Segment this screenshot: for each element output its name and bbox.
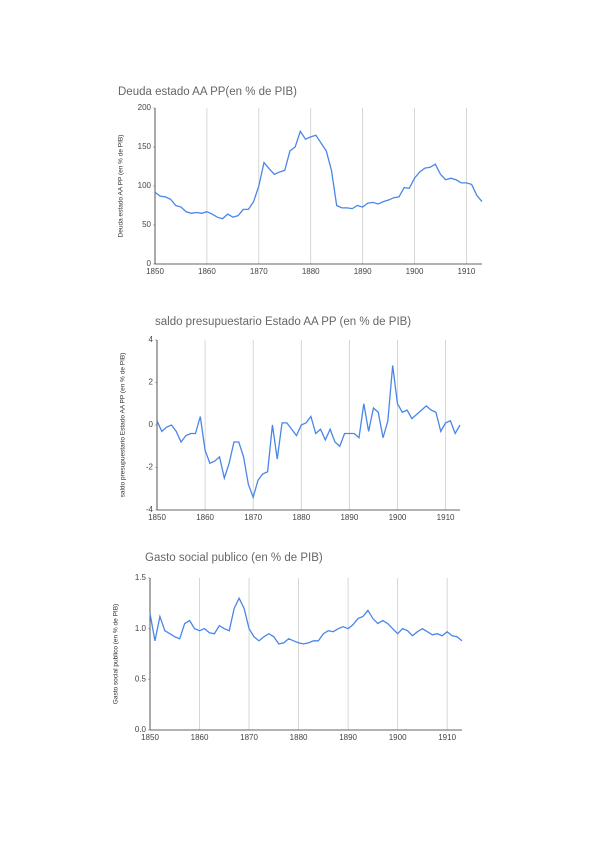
y-axis-label: Deuda estado AA PP (en % de PIB) (118, 135, 125, 238)
x-tick-label: 1860 (191, 733, 209, 742)
y-tick-label: 0 (149, 420, 154, 429)
x-tick-label: 1880 (290, 733, 308, 742)
y-tick-label: 0 (147, 259, 152, 268)
x-tick-label: 1870 (240, 733, 258, 742)
x-tick-label: 1850 (146, 267, 164, 276)
y-tick-label: 50 (142, 220, 151, 229)
x-tick-label: 1890 (340, 513, 358, 522)
y-tick-label: 4 (149, 335, 154, 344)
x-tick-label: 1860 (198, 267, 216, 276)
chart-title: Gasto social publico (en % de PIB) (145, 552, 323, 564)
data-line (156, 365, 461, 500)
x-tick-label: 1900 (389, 733, 407, 742)
y-tick-label: 200 (138, 103, 152, 112)
x-tick-label: 1870 (250, 267, 268, 276)
chart-title: Deuda estado AA PP(en % de PIB) (118, 86, 297, 98)
x-tick-label: 1900 (389, 513, 407, 522)
chart-title: saldo presupuestario Estado AA PP (en % … (155, 316, 411, 328)
x-tick-label: 1910 (438, 733, 456, 742)
y-axis-label: Gasto social publico (en % de PIB) (113, 604, 120, 704)
y-tick-label: -2 (146, 463, 154, 472)
x-tick-label: 1880 (302, 267, 320, 276)
x-tick-label: 1880 (292, 513, 310, 522)
y-tick-label: 150 (138, 142, 152, 151)
y-tick-label: -4 (146, 505, 154, 514)
y-tick-label: 2 (149, 378, 154, 387)
data-line (154, 129, 483, 220)
y-tick-label: 100 (138, 181, 152, 190)
x-tick-label: 1850 (141, 733, 159, 742)
y-axis-label: saldo presupuestario Estado AA PP (en % … (120, 353, 127, 498)
y-tick-label: 0.0 (135, 725, 147, 734)
data-line (149, 596, 463, 645)
x-tick-label: 1890 (354, 267, 372, 276)
x-tick-label: 1850 (148, 513, 166, 522)
x-tick-label: 1910 (458, 267, 476, 276)
y-tick-label: 1.5 (135, 573, 147, 582)
y-tick-label: 1.0 (135, 624, 147, 633)
x-tick-label: 1890 (339, 733, 357, 742)
x-tick-label: 1860 (196, 513, 214, 522)
x-tick-label: 1910 (437, 513, 455, 522)
y-tick-label: 0.5 (135, 674, 147, 683)
x-tick-label: 1870 (244, 513, 262, 522)
x-tick-label: 1900 (406, 267, 424, 276)
